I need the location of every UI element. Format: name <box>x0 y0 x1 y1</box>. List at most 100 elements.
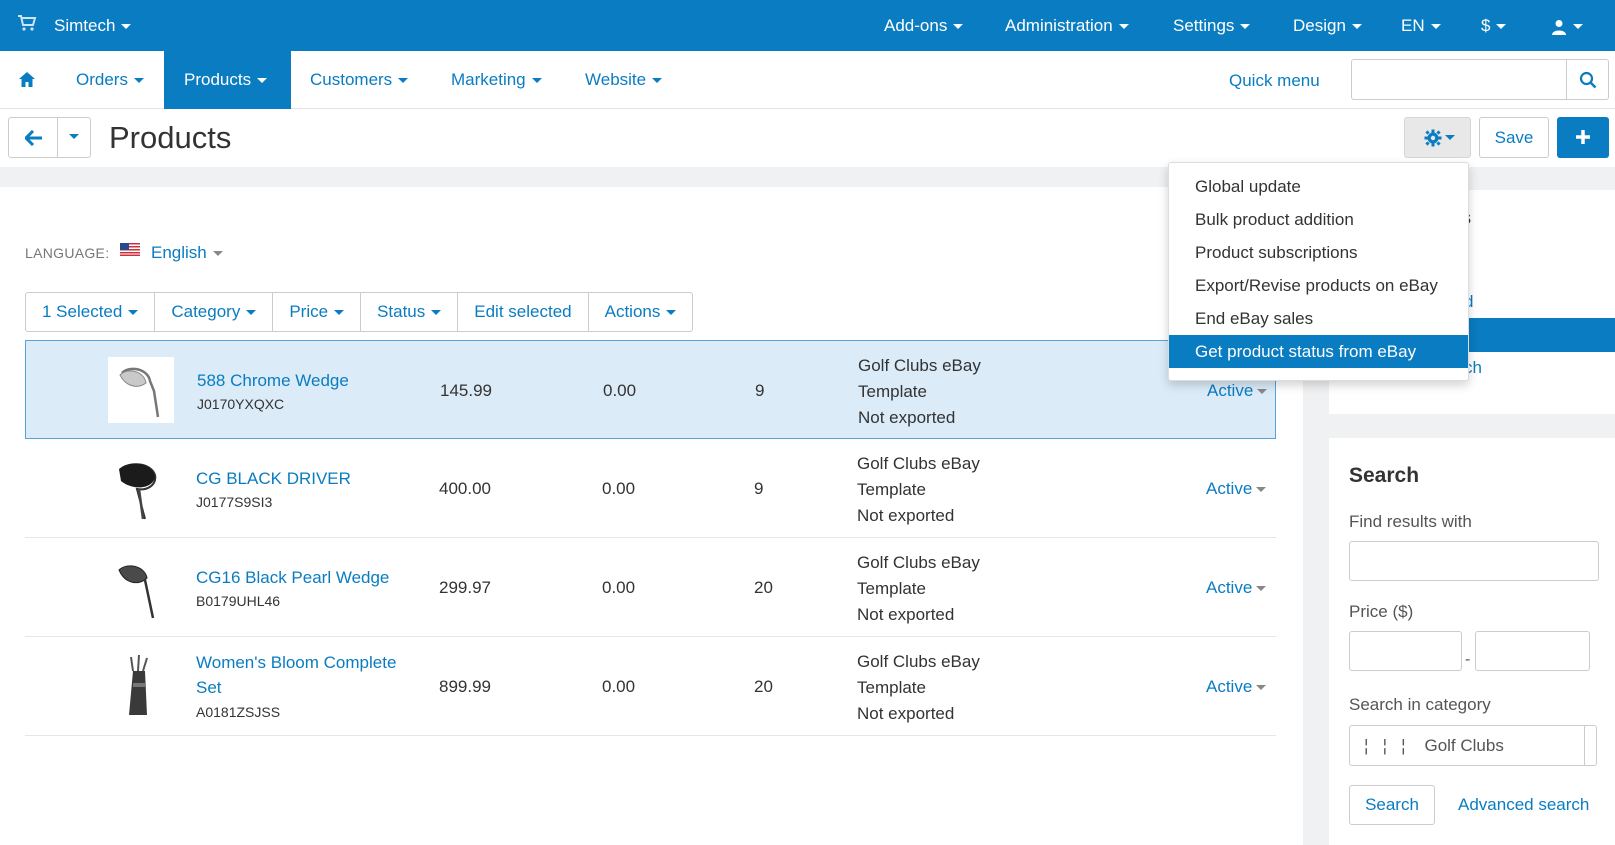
topnav-administration[interactable]: Administration <box>1005 16 1129 36</box>
language-selector[interactable]: English <box>151 243 223 263</box>
status-filter[interactable]: Status <box>361 293 459 331</box>
product-thumbnail[interactable] <box>107 455 173 521</box>
product-price[interactable]: 145.99 <box>440 381 492 400</box>
find-label: Find results with <box>1349 512 1472 531</box>
history-dropdown-button[interactable] <box>57 117 91 158</box>
product-quantity[interactable]: 20 <box>754 677 773 696</box>
global-search-input[interactable] <box>1351 59 1566 100</box>
bulk-actions-toolbar: 1 Selected Category Price Status Edit se… <box>25 292 694 332</box>
chevron-down-icon <box>398 78 409 84</box>
product-list-price[interactable]: 0.00 <box>602 479 636 498</box>
arrow-left-icon <box>25 130 42 146</box>
find-results-input[interactable] <box>1349 541 1599 581</box>
ebay-info: Golf Clubs eBay Template Not exported <box>857 652 980 723</box>
store-selector[interactable]: Simtech <box>54 16 132 36</box>
product-price[interactable]: 899.99 <box>439 677 491 696</box>
product-code: J0170YXQXC <box>197 396 285 412</box>
product-list-price[interactable]: 0.00 <box>602 677 636 696</box>
chevron-down-icon <box>334 310 345 316</box>
topnav-language[interactable]: EN <box>1401 16 1441 36</box>
advanced-search-link[interactable]: Advanced search <box>1458 795 1590 814</box>
product-name-link[interactable]: CG BLACK DRIVER <box>196 469 351 488</box>
nav-orders[interactable]: Orders <box>56 51 164 109</box>
chevron-down-icon <box>953 24 964 30</box>
product-quantity[interactable]: 9 <box>755 381 765 400</box>
chevron-down-icon <box>1256 685 1267 691</box>
quick-menu-link[interactable]: Quick menu <box>1229 71 1320 90</box>
home-icon[interactable] <box>18 71 36 88</box>
product-thumbnail[interactable] <box>107 554 173 620</box>
chevron-down-icon <box>246 310 257 316</box>
language-label: LANGUAGE: <box>25 245 110 261</box>
product-list-price[interactable]: 0.00 <box>603 381 637 400</box>
product-quantity[interactable]: 20 <box>754 578 773 597</box>
nav-website[interactable]: Website <box>565 51 682 109</box>
price-filter[interactable]: Price <box>273 293 362 331</box>
price-label: Price ($) <box>1349 602 1414 621</box>
actions-dropdown[interactable]: Actions <box>589 293 693 331</box>
search-panel-title: Search <box>1349 464 1420 487</box>
chevron-down-icon <box>531 78 542 84</box>
table-row[interactable]: CG16 Black Pearl Wedge B0179UHL46 299.97… <box>25 538 1276 637</box>
product-name-link[interactable]: 588 Chrome Wedge <box>197 371 349 390</box>
price-from-input[interactable] <box>1349 631 1462 671</box>
product-quantity[interactable]: 9 <box>754 479 764 498</box>
edit-selected-button[interactable]: Edit selected <box>458 293 589 331</box>
status-dropdown[interactable]: Active <box>1206 479 1267 499</box>
settings-menu-button[interactable] <box>1404 117 1471 158</box>
plus-icon <box>1576 130 1590 144</box>
product-name-link[interactable]: CG16 Black Pearl Wedge <box>196 568 390 587</box>
global-search-button[interactable] <box>1566 59 1609 100</box>
top-bar: Simtech Add-ons Administration Settings … <box>0 0 1615 51</box>
menu-item-export-ebay[interactable]: Export/Revise products on eBay <box>1195 276 1438 295</box>
topnav-currency[interactable]: $ <box>1481 16 1507 36</box>
chevron-down-icon <box>133 78 144 84</box>
back-button[interactable] <box>8 117 58 158</box>
status-dropdown[interactable]: Active <box>1206 677 1267 697</box>
chevron-down-icon <box>257 78 268 84</box>
select-arrow-icon <box>1584 726 1596 765</box>
selection-dropdown[interactable]: 1 Selected <box>26 293 156 331</box>
menu-item-global-update[interactable]: Global update <box>1195 177 1301 196</box>
us-flag-icon <box>120 243 140 256</box>
nav-products[interactable]: Products <box>164 51 291 109</box>
product-thumbnail[interactable] <box>108 357 174 423</box>
page-header <box>0 110 1615 167</box>
topnav-addons[interactable]: Add-ons <box>884 16 964 36</box>
category-filter[interactable]: Category <box>155 293 274 331</box>
table-row[interactable]: CG BLACK DRIVER J0177S9SI3 400.00 0.00 9… <box>25 439 1276 538</box>
main-nav: Orders Products Customers Marketing Webs… <box>0 51 1615 109</box>
product-price[interactable]: 299.97 <box>439 578 491 597</box>
menu-item-product-subscriptions[interactable]: Product subscriptions <box>1195 243 1358 262</box>
product-code: B0179UHL46 <box>196 593 281 609</box>
topnav-design[interactable]: Design <box>1293 16 1362 36</box>
sidebar-link-active[interactable] <box>1461 318 1615 352</box>
menu-item-bulk-product-addition[interactable]: Bulk product addition <box>1195 210 1354 229</box>
status-dropdown[interactable]: Active <box>1207 381 1268 401</box>
topnav-settings[interactable]: Settings <box>1173 16 1251 36</box>
nav-marketing[interactable]: Marketing <box>431 51 562 109</box>
search-button[interactable]: Search <box>1349 785 1435 825</box>
save-button[interactable]: Save <box>1479 117 1549 158</box>
menu-item-get-ebay-status[interactable]: Get product status from eBay <box>1169 335 1468 368</box>
chevron-down-icon <box>128 310 139 316</box>
chevron-down-icon <box>666 310 677 316</box>
table-row[interactable]: Women's Bloom Complete Set A0181ZSJSS 89… <box>25 637 1276 736</box>
chevron-down-icon <box>1573 24 1583 30</box>
menu-item-end-ebay-sales[interactable]: End eBay sales <box>1195 309 1314 328</box>
price-to-input[interactable] <box>1475 631 1590 671</box>
category-select[interactable]: ¦ ¦ ¦ Golf Clubs <box>1349 725 1597 766</box>
product-price[interactable]: 400.00 <box>439 479 491 498</box>
nav-customers[interactable]: Customers <box>290 51 428 109</box>
table-row[interactable]: 588 Chrome Wedge J0170YXQXC 145.99 0.00 … <box>25 340 1276 439</box>
chevron-down-icon <box>1257 389 1268 395</box>
add-product-button[interactable] <box>1557 117 1609 158</box>
product-thumbnail[interactable] <box>107 653 173 719</box>
cart-icon[interactable] <box>17 14 37 32</box>
product-list-price[interactable]: 0.00 <box>602 578 636 597</box>
user-icon <box>1552 19 1566 35</box>
product-name-link[interactable]: Women's Bloom Complete Set <box>196 653 397 697</box>
status-dropdown[interactable]: Active <box>1206 578 1267 598</box>
chevron-down-icon <box>1351 24 1362 30</box>
topnav-user[interactable] <box>1551 16 1583 36</box>
